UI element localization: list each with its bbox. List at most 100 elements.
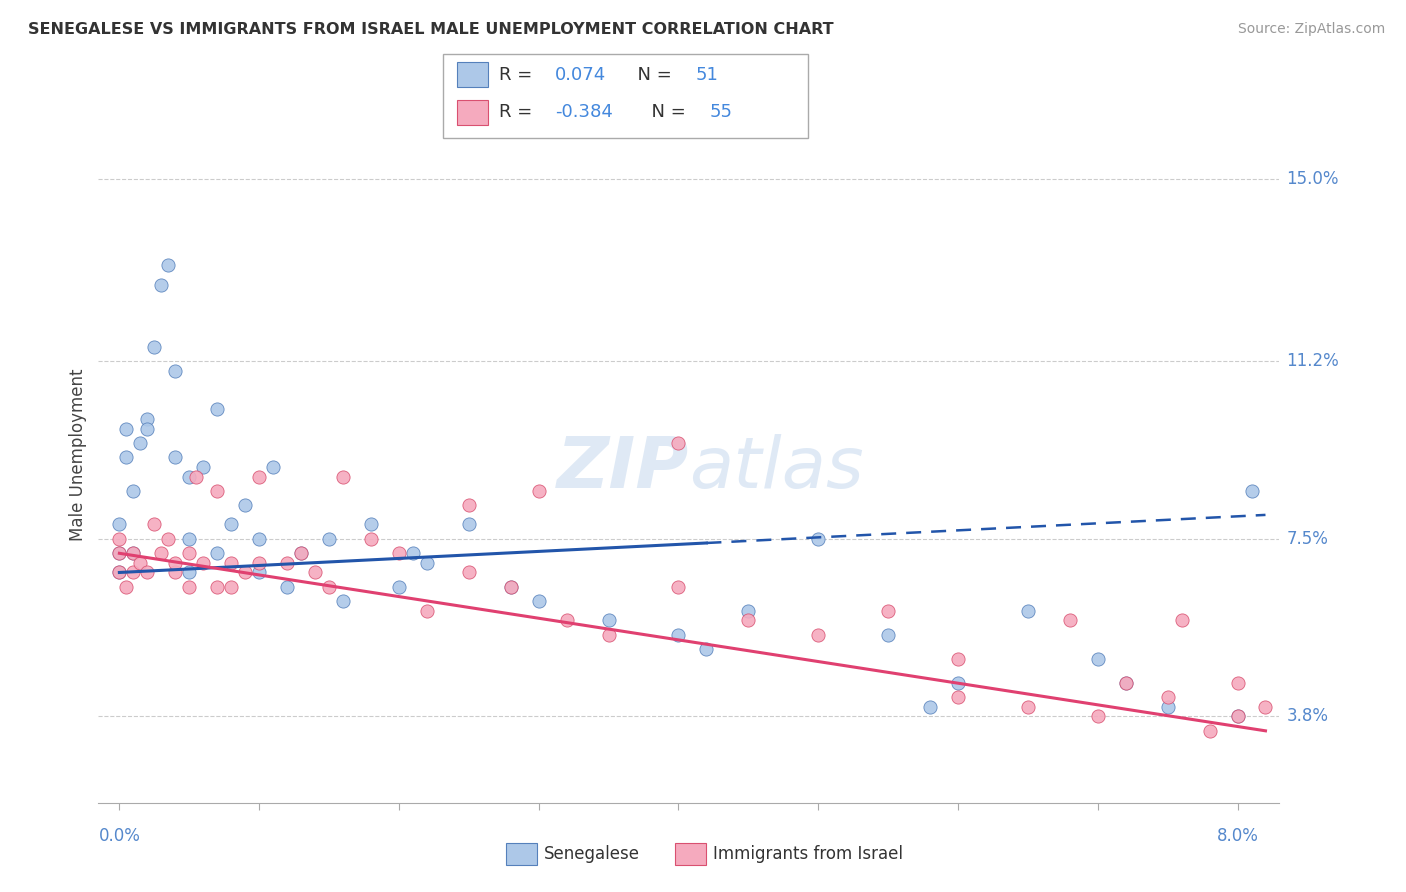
Text: Senegalese: Senegalese xyxy=(544,845,640,863)
Y-axis label: Male Unemployment: Male Unemployment xyxy=(69,368,87,541)
Point xyxy=(165,566,187,580)
Point xyxy=(122,566,145,580)
Point xyxy=(108,566,131,580)
Point xyxy=(304,566,326,580)
Point xyxy=(737,614,759,628)
Point xyxy=(877,628,900,642)
Point xyxy=(108,546,131,560)
Point xyxy=(1170,614,1192,628)
Point xyxy=(318,532,340,546)
Point xyxy=(402,546,425,560)
Point xyxy=(416,604,439,618)
Point xyxy=(946,690,969,705)
Point xyxy=(457,517,479,532)
Point xyxy=(598,628,620,642)
Point xyxy=(527,483,550,498)
Point xyxy=(179,546,201,560)
Point xyxy=(332,594,354,608)
Point xyxy=(157,532,180,546)
Point xyxy=(946,652,969,666)
Point xyxy=(499,580,522,594)
Point xyxy=(276,556,298,570)
Point xyxy=(457,498,479,512)
Point xyxy=(165,556,187,570)
Point xyxy=(276,580,298,594)
Point xyxy=(1240,483,1263,498)
Point xyxy=(360,517,382,532)
Point xyxy=(247,556,270,570)
Point xyxy=(388,546,411,560)
Point xyxy=(219,556,242,570)
Point xyxy=(918,699,941,714)
Text: 0.0%: 0.0% xyxy=(98,827,141,845)
Point xyxy=(157,259,180,273)
Point xyxy=(416,556,439,570)
Point xyxy=(1087,652,1109,666)
Point xyxy=(143,340,166,354)
Text: Source: ZipAtlas.com: Source: ZipAtlas.com xyxy=(1237,22,1385,37)
Point xyxy=(205,402,228,417)
Point xyxy=(108,546,131,560)
Point xyxy=(115,450,138,465)
Text: 8.0%: 8.0% xyxy=(1216,827,1258,845)
Text: -0.384: -0.384 xyxy=(555,103,613,121)
Point xyxy=(807,532,830,546)
Point xyxy=(1156,690,1178,705)
Point xyxy=(186,469,208,483)
Point xyxy=(150,277,173,292)
Point xyxy=(527,594,550,608)
Point xyxy=(247,532,270,546)
Text: N =: N = xyxy=(626,66,683,84)
Point xyxy=(1156,699,1178,714)
Point xyxy=(122,483,145,498)
Text: 15.0%: 15.0% xyxy=(1286,170,1339,188)
Point xyxy=(179,566,201,580)
Text: R =: R = xyxy=(499,103,544,121)
Point xyxy=(165,364,187,378)
Text: 0.074: 0.074 xyxy=(555,66,606,84)
Point xyxy=(108,517,131,532)
Point xyxy=(1198,723,1220,738)
Point xyxy=(150,546,173,560)
Point xyxy=(1087,709,1109,723)
Point xyxy=(499,580,522,594)
Point xyxy=(1017,604,1039,618)
Point xyxy=(122,546,145,560)
Point xyxy=(1059,614,1081,628)
Point xyxy=(108,532,131,546)
Point xyxy=(1226,676,1249,690)
Point xyxy=(233,566,256,580)
Point xyxy=(136,412,159,426)
Point xyxy=(205,546,228,560)
Point xyxy=(1115,676,1137,690)
Point xyxy=(598,614,620,628)
Text: 11.2%: 11.2% xyxy=(1286,352,1339,370)
Point xyxy=(668,580,690,594)
Point xyxy=(179,469,201,483)
Text: 51: 51 xyxy=(696,66,718,84)
Point xyxy=(136,566,159,580)
Point xyxy=(205,580,228,594)
Point xyxy=(332,469,354,483)
Point xyxy=(129,556,152,570)
Point xyxy=(136,421,159,435)
Point xyxy=(290,546,312,560)
Point xyxy=(129,436,152,450)
Text: atlas: atlas xyxy=(689,434,863,503)
Point xyxy=(193,459,215,474)
Point xyxy=(946,676,969,690)
Point xyxy=(290,546,312,560)
Point xyxy=(360,532,382,546)
Point xyxy=(1254,699,1277,714)
Point xyxy=(247,566,270,580)
Point xyxy=(219,517,242,532)
Point xyxy=(1017,699,1039,714)
Point xyxy=(179,580,201,594)
Text: SENEGALESE VS IMMIGRANTS FROM ISRAEL MALE UNEMPLOYMENT CORRELATION CHART: SENEGALESE VS IMMIGRANTS FROM ISRAEL MAL… xyxy=(28,22,834,37)
Point xyxy=(1226,709,1249,723)
Point xyxy=(122,546,145,560)
Point xyxy=(143,517,166,532)
Text: 3.8%: 3.8% xyxy=(1286,707,1329,725)
Point xyxy=(219,580,242,594)
Point xyxy=(115,421,138,435)
